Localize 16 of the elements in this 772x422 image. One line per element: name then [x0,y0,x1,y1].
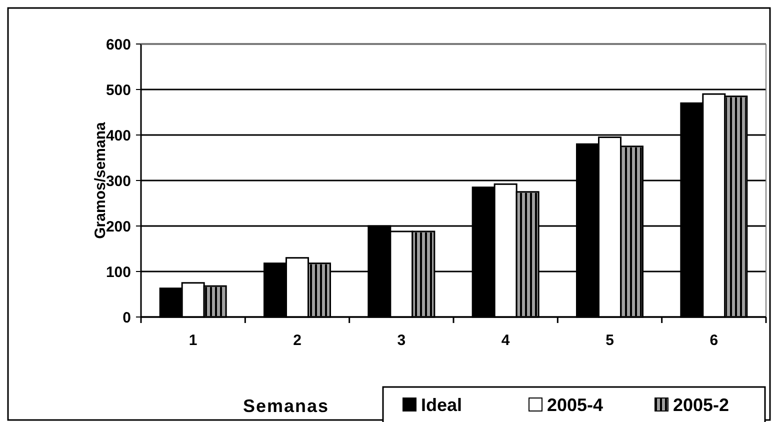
y-tick-label: 200 [106,218,131,236]
legend-label: 2005-2 [673,395,730,415]
y-tick-label: 500 [106,82,131,99]
y-tick-label: 100 [106,264,131,281]
y-tick-label: 0 [122,309,131,326]
x-tick-label: 2 [293,332,302,349]
y-tick-label: 600 [106,36,131,54]
legend-label: Ideal [421,395,462,415]
x-tick-label: 6 [710,332,718,349]
x-tick-label: 3 [397,332,406,349]
x-axis-title: Semanas [242,396,330,416]
y-tick-label: 300 [106,172,131,190]
x-tick-label: 4 [501,332,510,349]
x-tick-label: 1 [188,332,198,349]
x-tick-label: 5 [606,332,614,349]
legend-label: 2005-4 [547,395,604,415]
